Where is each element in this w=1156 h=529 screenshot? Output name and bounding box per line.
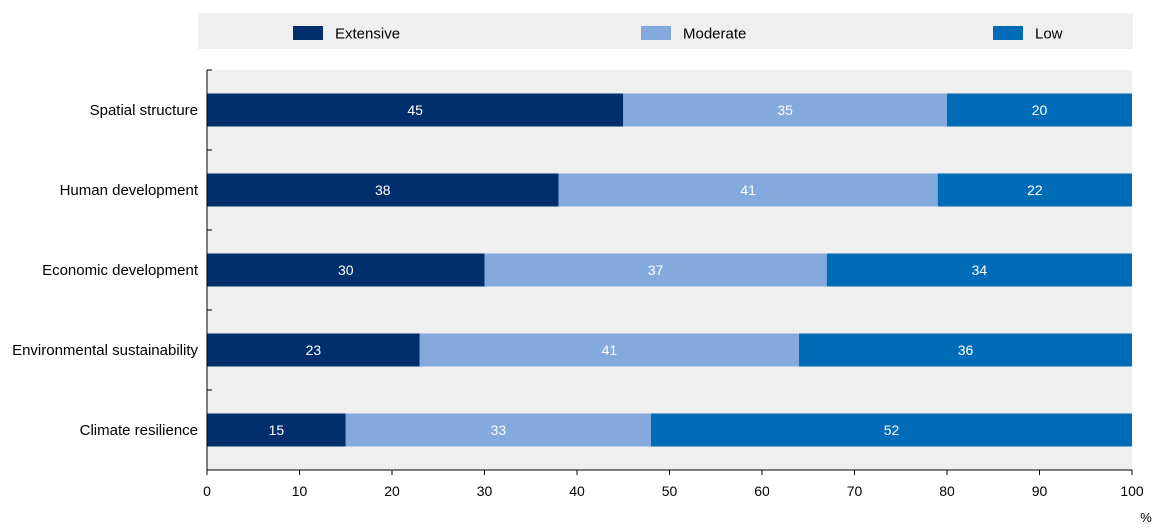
bar-segment <box>207 253 485 287</box>
x-axis-tick-label: 30 <box>477 483 493 499</box>
category-label: Environmental sustainability <box>12 342 198 359</box>
data-label: 38 <box>375 182 391 198</box>
legend: Extensive Moderate Low <box>293 26 1063 43</box>
data-label: 22 <box>1027 182 1043 198</box>
bar-segment <box>937 173 1132 207</box>
data-label: 52 <box>884 422 900 438</box>
x-axis-tick-label: 10 <box>292 483 308 499</box>
bar-segment <box>947 93 1132 127</box>
x-axis-tick-label: 0 <box>203 483 211 499</box>
x-axis-tick-label: 20 <box>384 483 400 499</box>
bar-segment <box>345 413 651 447</box>
x-axis-tick-label: 40 <box>569 483 585 499</box>
legend-label-low: Low <box>1035 26 1063 43</box>
x-axis-tick-label: 60 <box>754 483 770 499</box>
x-axis-tick-label: 90 <box>1032 483 1048 499</box>
bar-segment <box>419 333 799 367</box>
bar-segment <box>207 93 624 127</box>
bar-segment <box>558 173 938 207</box>
data-label: 33 <box>491 422 507 438</box>
legend-swatch-extensive <box>293 26 323 40</box>
bar-segment <box>484 253 827 287</box>
x-axis-tick-label: 80 <box>939 483 955 499</box>
bar-segment <box>207 333 420 367</box>
x-axis-unit-label: % <box>1140 510 1152 525</box>
data-label: 36 <box>958 342 974 358</box>
bar-segment <box>651 413 1132 447</box>
bar-segment <box>207 173 559 207</box>
data-label: 37 <box>648 262 664 278</box>
data-label: 41 <box>740 182 756 198</box>
category-label: Spatial structure <box>90 102 198 119</box>
bar-segment <box>623 93 947 127</box>
data-label: 15 <box>269 422 285 438</box>
data-label: 20 <box>1032 102 1048 118</box>
legend-label-extensive: Extensive <box>335 26 400 43</box>
data-label: 30 <box>338 262 354 278</box>
data-label: 34 <box>972 262 988 278</box>
x-axis-tick-label: 50 <box>662 483 678 499</box>
bar-segment <box>207 413 346 447</box>
x-axis-tick-label: 70 <box>847 483 863 499</box>
legend-swatch-moderate <box>641 26 671 40</box>
legend-label-moderate: Moderate <box>683 26 746 43</box>
category-label: Human development <box>60 182 199 199</box>
data-label: 45 <box>407 102 423 118</box>
legend-swatch-low <box>993 26 1023 40</box>
bars: 45 35 20 Spatial structure 38 41 22 Human devel… <box>12 93 1132 447</box>
category-label: Climate resilience <box>80 422 198 439</box>
data-label: 23 <box>306 342 322 358</box>
x-axis-tick-label: 100 <box>1120 483 1144 499</box>
category-label: Economic development <box>42 262 199 279</box>
data-label: 41 <box>602 342 618 358</box>
bar-segment <box>826 253 1132 287</box>
bar-segment <box>799 333 1132 367</box>
data-label: 35 <box>777 102 793 118</box>
axes: 0 10 20 30 40 50 60 70 80 90 100 <box>203 69 1144 499</box>
